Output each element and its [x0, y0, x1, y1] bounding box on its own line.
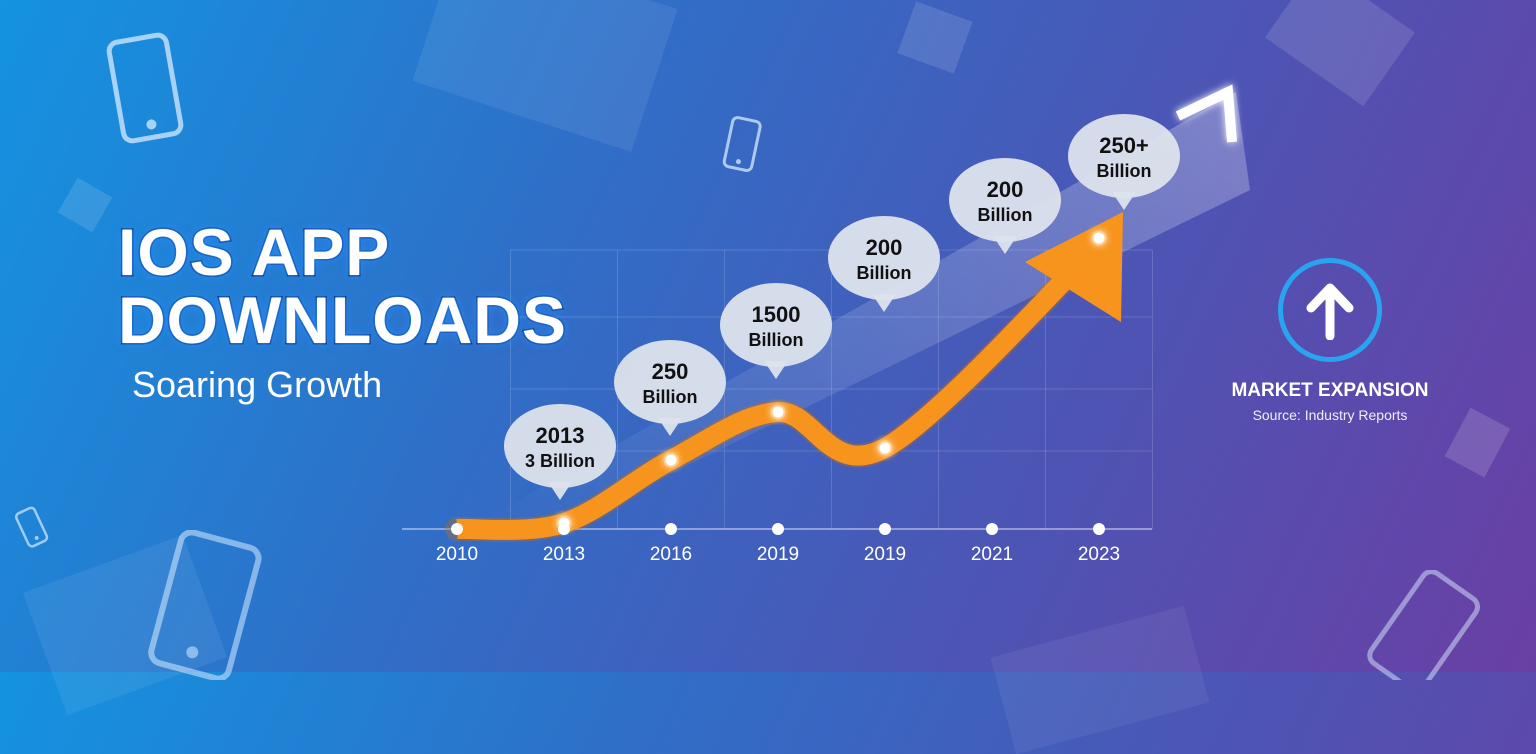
callout-value: 200 [866, 235, 903, 260]
callout-unit: 3 Billion [525, 451, 595, 471]
callout-unit: Billion [643, 387, 698, 407]
page-subtitle: Soaring Growth [132, 364, 383, 405]
data-point [1091, 230, 1107, 246]
phone-icon [14, 506, 49, 548]
x-axis-ticks: 2010 2013 2016 2019 2019 2021 2023 [436, 523, 1120, 565]
market-circle [1278, 258, 1382, 362]
phone-icon [148, 530, 262, 680]
callout-unit: Billion [749, 330, 804, 350]
phone-icon [722, 116, 762, 172]
value-callouts: 2013 3 Billion 250 Billion 1500 Billion 200 Bil… [504, 114, 1180, 500]
value-callout: 1500 Billion [720, 283, 832, 379]
source-note: Source: Industry Reports [1252, 407, 1408, 423]
page-title-line1: IOS APP [117, 215, 391, 289]
x-axis-tick-dot [879, 523, 891, 535]
callout-pointer [872, 294, 896, 312]
phone-icon [106, 32, 184, 144]
callout-pointer [658, 418, 682, 436]
x-axis-tick-dot [665, 523, 677, 535]
value-callout: 250+ Billion [1068, 114, 1180, 210]
callout-bubble [828, 216, 940, 300]
x-axis-tick-dot [772, 523, 784, 535]
callout-pointer [548, 482, 572, 500]
growth-chart: 2010 2013 2016 2019 2019 2021 2023 2013 3 Billi… [436, 84, 1250, 565]
callout-unit: Billion [857, 263, 912, 283]
value-callout: 250 Billion [614, 340, 726, 436]
data-point [877, 440, 893, 456]
title-block: IOS APP DOWNLOADS Soaring Growth [117, 215, 568, 406]
callout-pointer [1112, 192, 1136, 210]
page-title-line2: DOWNLOADS [117, 283, 568, 357]
callout-bubble [949, 158, 1061, 242]
x-tick-label: 2021 [971, 544, 1013, 565]
callout-pointer [993, 236, 1017, 254]
market-expansion-panel: MARKET EXPANSION Source: Industry Report… [1228, 258, 1432, 423]
callout-bubble [614, 340, 726, 424]
data-point [663, 452, 679, 468]
callout-bubble [504, 404, 616, 488]
x-axis-tick-dot [986, 523, 998, 535]
x-axis-tick-dot [558, 523, 570, 535]
x-tick-label: 2023 [1078, 544, 1120, 565]
x-tick-label: 2010 [436, 544, 478, 565]
x-axis-tick-dot [1093, 523, 1105, 535]
value-callout: 200 Billion [828, 216, 940, 312]
x-tick-label: 2019 [757, 544, 799, 565]
callout-value: 1500 [752, 302, 801, 327]
callout-value: 250 [652, 359, 689, 384]
callout-pointer [764, 361, 788, 379]
x-axis-tick-dot [451, 523, 463, 535]
callout-value: 200 [987, 177, 1024, 202]
x-tick-label: 2019 [864, 544, 906, 565]
x-tick-label: 2016 [650, 544, 692, 565]
callout-value: 2013 [536, 423, 585, 448]
market-expansion-label: MARKET EXPANSION [1231, 380, 1429, 401]
value-callout: 2013 3 Billion [504, 404, 616, 500]
callout-bubble [1068, 114, 1180, 198]
callout-unit: Billion [978, 205, 1033, 225]
callout-value: 250+ [1099, 133, 1149, 158]
white-arrow-icon [1175, 84, 1237, 143]
arrow-up-icon [1306, 283, 1354, 340]
value-callout: 200 Billion [949, 158, 1061, 254]
x-tick-label: 2013 [543, 544, 585, 565]
callout-bubble [720, 283, 832, 367]
data-point [770, 404, 786, 420]
callout-unit: Billion [1097, 161, 1152, 181]
